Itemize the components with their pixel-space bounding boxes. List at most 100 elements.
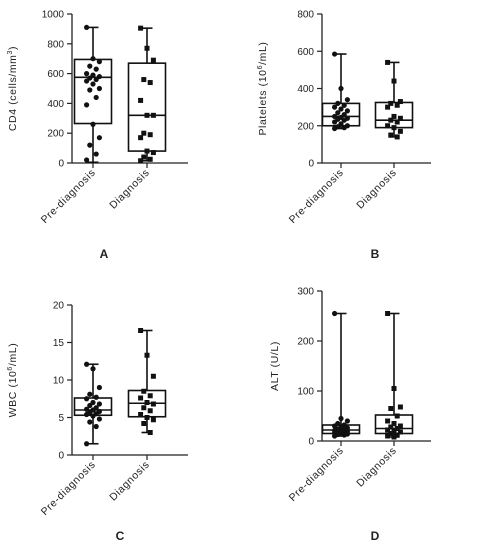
- data-point: [90, 121, 96, 127]
- y-axis-label: WBC (106/mL): [7, 343, 19, 418]
- data-point: [144, 400, 150, 405]
- data-point: [141, 130, 147, 136]
- x-tick-label: Pre-diagnosis: [39, 167, 98, 226]
- data-point: [147, 156, 153, 162]
- data-point: [332, 51, 338, 57]
- data-point: [84, 361, 90, 367]
- data-point: [144, 45, 150, 51]
- data-point: [87, 391, 93, 397]
- y-tick-label: 1000: [42, 10, 65, 21]
- data-point: [87, 142, 93, 148]
- data-point: [147, 430, 153, 435]
- data-point: [144, 352, 150, 358]
- data-point: [397, 115, 403, 121]
- data-point: [397, 404, 403, 410]
- data-point: [96, 135, 102, 141]
- data-point: [96, 401, 102, 407]
- data-point: [338, 85, 344, 92]
- data-point: [150, 150, 156, 156]
- data-point: [141, 405, 147, 411]
- data-point: [96, 416, 102, 422]
- y-tick-label: 5: [58, 413, 64, 424]
- data-point: [96, 59, 102, 65]
- data-point: [93, 151, 99, 157]
- data-point: [335, 110, 341, 116]
- y-tick-label: 200: [297, 337, 314, 348]
- data-point: [394, 426, 400, 431]
- data-point: [391, 125, 397, 131]
- data-point: [394, 119, 400, 125]
- y-tick-label: 400: [47, 99, 64, 110]
- data-point: [344, 108, 350, 114]
- y-tick-label: 200: [297, 121, 314, 132]
- data-point: [394, 413, 400, 419]
- y-tick-label: 200: [47, 129, 64, 140]
- data-point: [138, 135, 144, 141]
- data-point: [141, 77, 147, 83]
- y-tick-label: 0: [58, 451, 64, 462]
- y-tick-label: 600: [47, 69, 64, 80]
- data-point: [87, 402, 93, 409]
- data-point: [87, 419, 93, 425]
- data-point: [394, 134, 400, 140]
- data-point: [84, 157, 90, 163]
- panel-letter: A: [100, 247, 109, 261]
- x-tick-label: Diagnosis: [354, 445, 399, 490]
- data-point: [388, 117, 394, 123]
- data-point: [397, 429, 403, 435]
- data-point: [332, 310, 338, 317]
- data-point: [138, 25, 144, 31]
- x-tick-label: Diagnosis: [354, 167, 399, 212]
- data-point: [344, 418, 350, 424]
- y-axis-label: ALT (U/L): [269, 341, 281, 391]
- data-point: [341, 125, 347, 131]
- data-point: [332, 119, 338, 125]
- data-point: [84, 411, 90, 418]
- y-tick-label: 10: [53, 376, 65, 387]
- data-point: [90, 366, 96, 372]
- data-point: [147, 408, 153, 414]
- data-point: [144, 112, 150, 118]
- x-tick-label: Diagnosis: [107, 167, 152, 212]
- data-point: [385, 433, 391, 439]
- data-point: [144, 148, 150, 154]
- panel-b: 0 200 400 600 800 Platelets (106/mL) Pre-diagn…: [257, 10, 431, 261]
- y-tick-label: 100: [297, 387, 314, 398]
- data-point: [332, 125, 338, 132]
- y-axis-label: CD4 (cells/mm3): [7, 46, 19, 131]
- data-point: [87, 63, 93, 69]
- data-point: [385, 59, 391, 65]
- data-point: [150, 112, 156, 118]
- data-point: [388, 132, 394, 138]
- y-tick-label: 800: [47, 39, 64, 50]
- data-point: [93, 423, 99, 430]
- data-point: [332, 433, 338, 439]
- data-point: [147, 393, 153, 399]
- data-point: [147, 80, 153, 86]
- data-point: [150, 417, 156, 423]
- data-point: [138, 412, 144, 417]
- data-point: [391, 421, 397, 426]
- data-point: [141, 421, 147, 426]
- data-point: [84, 78, 90, 84]
- data-point: [96, 85, 102, 92]
- y-tick-label: 400: [297, 84, 314, 95]
- data-point: [332, 104, 338, 110]
- box: [127, 62, 167, 152]
- y-axis-label: Platelets (106/mL): [257, 41, 269, 135]
- box: [73, 58, 113, 125]
- data-point: [344, 97, 350, 103]
- data-point: [391, 386, 397, 391]
- data-point: [93, 394, 99, 400]
- data-point: [391, 434, 397, 440]
- data-point: [397, 128, 403, 134]
- data-point: [90, 413, 96, 419]
- panel-d: 0 100 200 300 ALT (U/L) Pre-diagnosis Diagnosi…: [269, 287, 431, 543]
- x-tick-label: Diagnosis: [107, 459, 152, 504]
- data-point: [385, 123, 391, 129]
- y-tick-label: 0: [58, 159, 64, 170]
- y-tick-label: 0: [308, 437, 314, 448]
- data-point: [341, 102, 347, 108]
- data-point: [394, 102, 400, 108]
- data-point: [385, 418, 391, 424]
